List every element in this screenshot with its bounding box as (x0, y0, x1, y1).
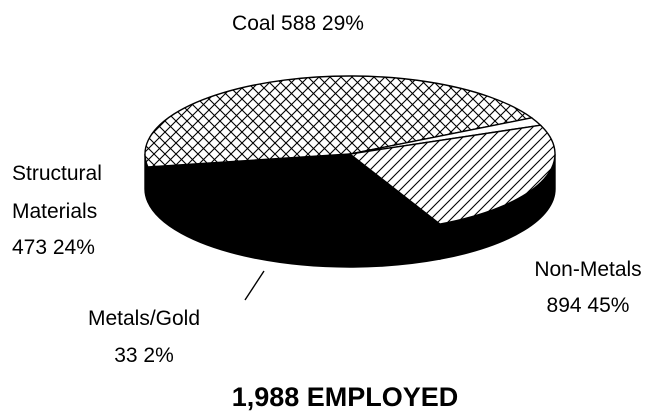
metals-gold-leader-line (244, 270, 265, 301)
pie-top-faces (144, 75, 556, 233)
label-non-metals-values: 894 45% (547, 294, 630, 317)
total-employed-label: 1,988 EMPLOYED (232, 382, 459, 412)
label-metals-gold-values: 33 2% (114, 344, 174, 367)
pie-slice-structural (348, 124, 556, 225)
label-non-metals-name: Non-Metals (534, 258, 641, 281)
label-structural-line1: Structural (12, 162, 102, 185)
pie-slice-non-metals (144, 75, 534, 168)
pie-slice-coal (146, 153, 442, 233)
label-metals-gold-name: Metals/Gold (88, 307, 200, 330)
label-coal: Coal 588 29% (232, 12, 364, 35)
label-structural-line2: Materials (12, 200, 97, 223)
label-structural-values: 473 24% (12, 236, 95, 259)
